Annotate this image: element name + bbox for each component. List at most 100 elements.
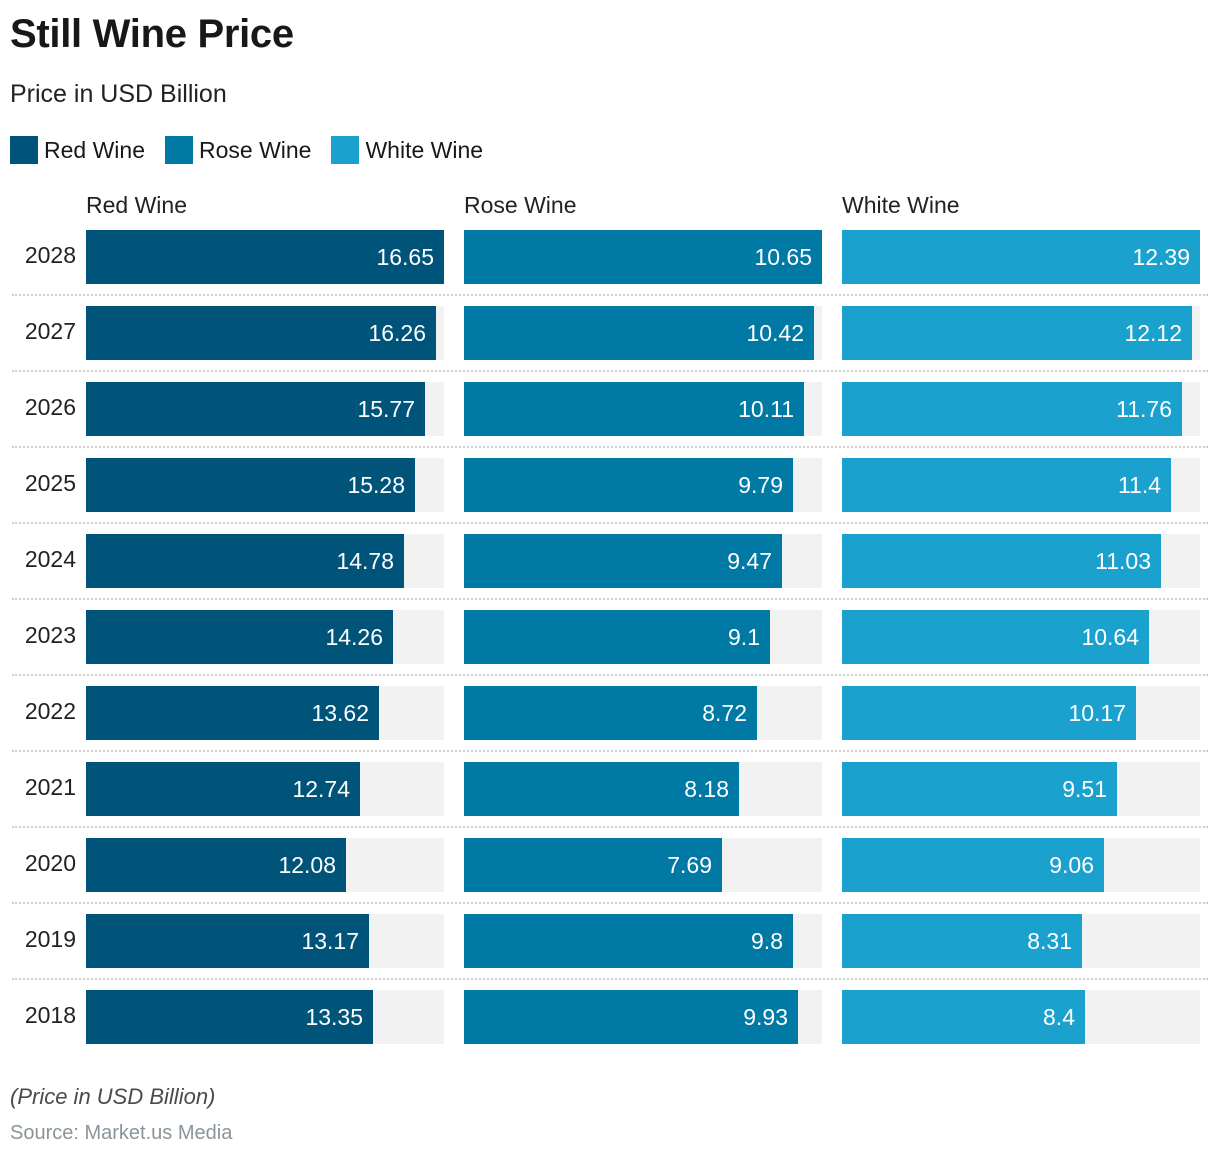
legend-label: Rose Wine — [198, 136, 312, 163]
year-label-2020: 2020 — [24, 850, 76, 876]
data-label-rose-wine-2023: 9.1 — [728, 624, 760, 650]
bar-rose-wine-2025 — [464, 458, 793, 512]
bar-track-rose-wine-2024: 9.47 — [464, 534, 822, 588]
year-label-2025: 2025 — [24, 470, 76, 496]
year-label-2022: 2022 — [24, 698, 76, 724]
bar-track-rose-wine-2019: 9.8 — [464, 914, 822, 968]
legend-swatch-white-wine — [331, 136, 360, 164]
data-label-red-wine-2024: 14.78 — [336, 548, 394, 574]
data-label-white-wine-2025: 11.4 — [1117, 472, 1161, 498]
bar-rose-wine-2021 — [464, 762, 739, 816]
data-label-rose-wine-2018: 9.93 — [743, 1004, 788, 1030]
row-divider — [12, 522, 1208, 524]
bar-track-white-wine-2027: 12.12 — [842, 306, 1200, 360]
data-label-rose-wine-2021: 8.18 — [684, 776, 729, 802]
data-label-red-wine-2020: 12.08 — [278, 852, 336, 878]
bar-track-white-wine-2018: 8.4 — [842, 990, 1200, 1044]
bar-track-white-wine-2028: 12.39 — [842, 230, 1200, 284]
data-label-red-wine-2023: 14.26 — [325, 624, 383, 650]
legend: Red Wine Rose Wine White Wine — [10, 136, 503, 164]
year-label-2024: 2024 — [24, 546, 76, 572]
bar-track-rose-wine-2018: 9.93 — [464, 990, 822, 1044]
data-label-white-wine-2028: 12.39 — [1132, 244, 1190, 270]
data-label-white-wine-2023: 10.64 — [1081, 624, 1139, 650]
year-label-2019: 2019 — [24, 926, 76, 952]
bar-track-rose-wine-2026: 10.11 — [464, 382, 822, 436]
bar-track-red-wine-2027: 16.26 — [86, 306, 444, 360]
bar-white-wine-2023 — [842, 610, 1149, 664]
bar-track-rose-wine-2025: 9.79 — [464, 458, 822, 512]
year-label-2026: 2026 — [24, 394, 76, 420]
bar-track-rose-wine-2027: 10.42 — [464, 306, 822, 360]
bar-track-red-wine-2021: 12.74 — [86, 762, 444, 816]
legend-swatch-red-wine — [10, 136, 38, 164]
column-header-white-wine: White Wine — [842, 192, 960, 218]
data-label-rose-wine-2025: 9.79 — [738, 472, 783, 498]
bar-track-white-wine-2021: 9.51 — [842, 762, 1200, 816]
bar-track-white-wine-2022: 10.17 — [842, 686, 1200, 740]
data-label-red-wine-2025: 15.28 — [347, 472, 405, 498]
bar-white-wine-2024 — [842, 534, 1161, 588]
bar-rose-wine-2026 — [464, 382, 804, 436]
bar-track-red-wine-2028: 16.65 — [86, 230, 444, 284]
bar-red-wine-2027 — [86, 306, 436, 360]
bar-track-rose-wine-2022: 8.72 — [464, 686, 822, 740]
chart-title: Still Wine Price — [10, 12, 294, 56]
bar-white-wine-2019 — [842, 914, 1082, 968]
bar-track-red-wine-2025: 15.28 — [86, 458, 444, 512]
bar-track-white-wine-2020: 9.06 — [842, 838, 1200, 892]
row-divider — [12, 598, 1208, 600]
year-label-2021: 2021 — [24, 774, 76, 800]
bar-rose-wine-2027 — [464, 306, 814, 360]
bar-white-wine-2021 — [842, 762, 1117, 816]
bar-red-wine-2025 — [86, 458, 415, 512]
bar-track-white-wine-2026: 11.76 — [842, 382, 1200, 436]
row-divider — [12, 674, 1208, 676]
legend-item-rose-wine: Rose Wine — [164, 136, 312, 164]
bar-white-wine-2026 — [842, 382, 1182, 436]
legend-swatch-rose-wine — [164, 136, 193, 164]
year-label-2027: 2027 — [24, 318, 76, 344]
data-label-white-wine-2022: 10.17 — [1068, 700, 1126, 726]
bar-rose-wine-2022 — [464, 686, 757, 740]
bar-track-red-wine-2020: 12.08 — [86, 838, 444, 892]
bar-rose-wine-2028 — [464, 230, 822, 284]
data-label-rose-wine-2022: 8.72 — [702, 700, 747, 726]
row-divider — [12, 750, 1208, 752]
column-header-red-wine: Red Wine — [86, 192, 187, 218]
bar-track-white-wine-2023: 10.64 — [842, 610, 1200, 664]
data-label-rose-wine-2026: 10.11 — [738, 396, 794, 422]
bar-white-wine-2020 — [842, 838, 1104, 892]
bar-rose-wine-2024 — [464, 534, 782, 588]
bar-red-wine-2024 — [86, 534, 404, 588]
data-label-rose-wine-2020: 7.69 — [667, 852, 712, 878]
data-label-red-wine-2028: 16.65 — [376, 244, 434, 270]
data-label-red-wine-2019: 13.17 — [301, 928, 359, 954]
bar-track-red-wine-2024: 14.78 — [86, 534, 444, 588]
bar-white-wine-2022 — [842, 686, 1136, 740]
column-header-rose-wine: Rose Wine — [464, 192, 577, 218]
bar-track-red-wine-2026: 15.77 — [86, 382, 444, 436]
row-divider — [12, 826, 1208, 828]
row-divider — [12, 294, 1208, 296]
legend-item-red-wine: Red Wine — [10, 136, 145, 164]
bar-white-wine-2025 — [842, 458, 1171, 512]
legend-item-white-wine: White Wine — [331, 136, 483, 164]
bar-red-wine-2023 — [86, 610, 393, 664]
year-label-2023: 2023 — [24, 622, 76, 648]
row-divider — [12, 902, 1208, 904]
bar-red-wine-2018 — [86, 990, 373, 1044]
bar-red-wine-2026 — [86, 382, 425, 436]
bar-rose-wine-2019 — [464, 914, 793, 968]
bar-track-rose-wine-2021: 8.18 — [464, 762, 822, 816]
row-divider — [12, 370, 1208, 372]
bar-track-rose-wine-2028: 10.65 — [464, 230, 822, 284]
bar-track-red-wine-2023: 14.26 — [86, 610, 444, 664]
legend-label: Red Wine — [44, 136, 145, 163]
data-label-rose-wine-2019: 9.8 — [751, 928, 783, 954]
data-label-white-wine-2026: 11.76 — [1116, 396, 1172, 422]
data-label-rose-wine-2027: 10.42 — [746, 320, 804, 346]
data-label-white-wine-2027: 12.12 — [1124, 320, 1182, 346]
data-label-rose-wine-2028: 10.65 — [754, 244, 812, 270]
bar-track-white-wine-2024: 11.03 — [842, 534, 1200, 588]
